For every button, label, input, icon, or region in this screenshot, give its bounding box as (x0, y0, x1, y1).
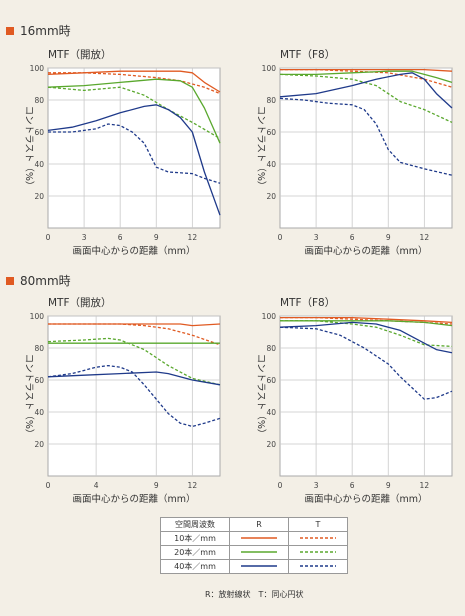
section-marker (6, 26, 14, 35)
y-tick-label: 20 (266, 440, 276, 449)
x-tick-label: 0 (278, 233, 283, 242)
y-tick-label: 20 (34, 440, 44, 449)
mtf-chart-16mm-f8: MTF（F8） 20 40 60 80 100 0 3 6 9 12 画面中心からの距離（mm） コント… (255, 49, 453, 256)
y-tick-label: 80 (34, 344, 44, 353)
legend-swatch-solid (229, 559, 289, 574)
x-tick-label: 9 (386, 233, 391, 242)
chart-title: MTF（F8） (280, 297, 335, 309)
series-line-10-tangential (280, 316, 453, 325)
legend-header-label: 空間周波数 (160, 517, 230, 532)
series-line-40-tangential (279, 326, 453, 400)
y-tick-label: 100 (30, 64, 45, 73)
section-marker (6, 276, 14, 285)
x-axis-label: 画面中心からの距離（mm） (72, 245, 195, 256)
y-tick-label: 100 (262, 64, 277, 73)
chart-title: MTF（開放） (48, 296, 112, 309)
legend-header-t: T (288, 517, 348, 532)
x-tick-label: 3 (314, 233, 319, 242)
series-line-40-radial (279, 321, 453, 354)
series-line-10-tangential (48, 323, 221, 346)
mtf-chart-80mm-f8: MTF（F8） 20 40 60 80 100 0 3 6 9 12 画面中心からの距離（mm） コント… (255, 297, 453, 504)
series-line-40-tangential (48, 123, 221, 184)
series-line-40-radial (47, 371, 221, 386)
x-tick-label: 9 (154, 481, 159, 490)
y-tick-label: 40 (34, 160, 44, 169)
series-line-40-tangential (279, 97, 453, 176)
plot-area (279, 315, 453, 477)
series-line-20-tangential (280, 320, 453, 348)
x-axis-label: 画面中心からの距離（mm） (304, 493, 427, 504)
series-line-40-radial (47, 104, 221, 216)
y-tick-label: 60 (34, 128, 44, 137)
y-tick-label: 20 (34, 192, 44, 201)
x-axis-label: 画面中心からの距離（mm） (72, 493, 195, 504)
y-axis-label: コントラスト（%） (255, 106, 267, 191)
y-axis-label: コントラスト（%） (23, 354, 35, 439)
mtf-chart-16mm-open: MTF（開放） 20 40 60 80 100 0 3 6 9 12 画面中心からの距離（mm） コント… (23, 48, 221, 256)
section-title: 16mm時 (20, 24, 71, 38)
y-tick-label: 100 (262, 312, 277, 321)
x-axis-label: 画面中心からの距離（mm） (304, 245, 427, 256)
legend-swatch-solid (229, 531, 289, 546)
y-tick-label: 40 (266, 408, 276, 417)
x-tick-label: 6 (350, 233, 355, 242)
plot-area (279, 67, 453, 229)
x-tick-label: 0 (46, 233, 51, 242)
y-tick-label: 80 (266, 344, 276, 353)
legend-row-label: 40本／mm (160, 559, 230, 574)
y-tick-label: 100 (30, 312, 45, 321)
y-tick-label: 60 (34, 376, 44, 385)
legend-note: R：放射線状 T：同心円状 (205, 590, 304, 599)
legend-swatch-dashed (288, 531, 348, 546)
series-line-40-radial (279, 72, 453, 109)
x-tick-label: 12 (420, 481, 430, 490)
mtf-chart-80mm-open: MTF（開放） 20 40 60 80 100 0 4 9 12 画面中心からの距離（mm） コントラ… (23, 296, 221, 504)
y-tick-label: 60 (266, 128, 276, 137)
x-tick-label: 0 (278, 481, 283, 490)
x-tick-label: 4 (94, 481, 99, 490)
legend-row: 20本／mm (160, 545, 348, 560)
series-line-20-radial (280, 70, 453, 84)
legend-swatch-dashed (288, 559, 348, 574)
y-tick-label: 40 (266, 160, 276, 169)
series-line-20-tangential (279, 73, 453, 123)
legend-header-r: R (229, 517, 289, 532)
x-tick-label: 9 (154, 233, 159, 242)
y-tick-label: 80 (266, 96, 276, 105)
plot-area (47, 67, 221, 229)
x-tick-label: 9 (386, 481, 391, 490)
chart-title: MTF（F8） (280, 49, 335, 61)
y-tick-label: 60 (266, 376, 276, 385)
section-header-16mm: 16mm時 (6, 22, 71, 39)
legend-row-label: 10本／mm (160, 531, 230, 546)
legend-swatch-solid (229, 545, 289, 560)
y-tick-label: 40 (34, 408, 44, 417)
y-tick-label: 80 (34, 96, 44, 105)
series-line-20-radial (47, 78, 221, 144)
x-tick-label: 6 (350, 481, 355, 490)
x-tick-label: 3 (314, 481, 319, 490)
legend-row-label: 20本／mm (160, 545, 230, 560)
legend-table: 空間周波数 R T 10本／mm 20本／mm 40本／mm (160, 517, 348, 574)
legend-row: 10本／mm (160, 531, 348, 546)
legend-header-row: 空間周波数 R T (160, 517, 348, 532)
legend-swatch-dashed (288, 545, 348, 560)
series-line-20-tangential (47, 337, 221, 386)
x-tick-label: 12 (420, 233, 430, 242)
y-tick-label: 20 (266, 192, 276, 201)
x-tick-label: 3 (82, 233, 87, 242)
x-tick-label: 12 (188, 233, 198, 242)
chart-title: MTF（開放） (48, 48, 112, 61)
y-axis-label: コントラスト（%） (23, 106, 35, 191)
x-tick-label: 12 (188, 481, 198, 490)
section-header-80mm: 80mm時 (6, 272, 71, 289)
legend-row: 40本／mm (160, 559, 348, 574)
y-axis-label: コントラスト（%） (255, 354, 267, 439)
section-title: 80mm時 (20, 274, 71, 288)
x-tick-label: 0 (46, 481, 51, 490)
series-line-10-tangential (48, 72, 221, 95)
x-tick-label: 6 (118, 233, 123, 242)
series-line-20-tangential (47, 86, 221, 139)
legend: 空間周波数 R T 10本／mm 20本／mm 40本／mm (160, 517, 348, 574)
